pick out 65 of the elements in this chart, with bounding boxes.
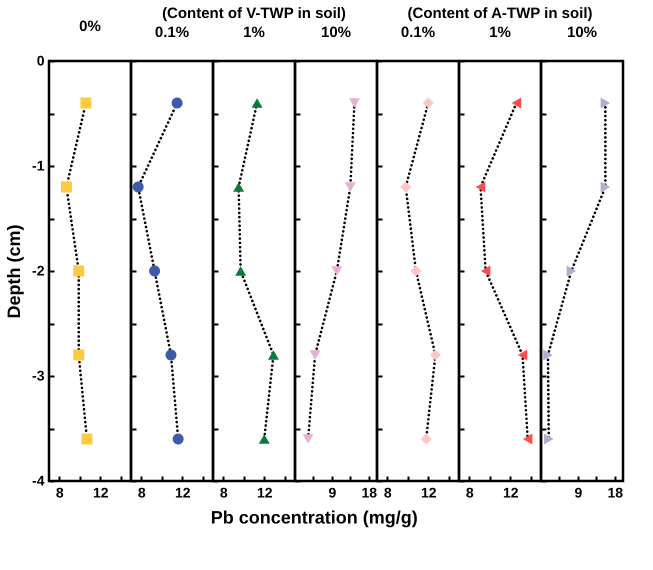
x-tick-label: 8 (138, 484, 146, 500)
x-tick-label: 18 (608, 484, 624, 500)
x-tick-label: 8 (384, 484, 392, 500)
point (310, 350, 321, 360)
x-axis-title: Pb concentration (mg/g) (210, 507, 418, 528)
y-axis-title: Depth (cm) (4, 224, 24, 318)
point (166, 350, 176, 360)
point (422, 98, 434, 108)
point (80, 98, 92, 108)
point (600, 98, 610, 108)
point (73, 350, 84, 360)
point (430, 350, 441, 360)
chart-subtitle: (Content of A-TWP in soil) (408, 5, 592, 22)
x-tick-label: 18 (362, 484, 378, 500)
point (400, 182, 412, 192)
point (344, 182, 356, 192)
point (258, 434, 270, 444)
point (132, 182, 144, 192)
chart-title: 0.1% (154, 24, 190, 41)
chart-title: 10% (320, 24, 352, 41)
point (512, 98, 522, 108)
x-tick-label: 8 (220, 484, 228, 500)
point (410, 266, 422, 276)
x-tick-label: 12 (420, 484, 437, 500)
point (268, 350, 279, 360)
point (235, 266, 246, 276)
x-tick-label: 12 (92, 484, 109, 500)
point (518, 350, 528, 360)
x-tick-label: 12 (174, 484, 191, 500)
point (60, 182, 72, 192)
chart-subtitle: (Content of V-TWP in soil) (162, 5, 346, 22)
x-tick-label: 8 (56, 484, 64, 500)
point (252, 98, 263, 108)
x-tick-label: 12 (502, 484, 519, 500)
point (543, 350, 553, 360)
chart-title: 10% (566, 24, 598, 41)
point (348, 98, 360, 108)
point (172, 434, 184, 444)
point (302, 434, 314, 444)
x-tick-label: 8 (466, 484, 474, 500)
point (81, 434, 92, 444)
y-tick-label: -4 (32, 472, 45, 488)
y-tick-label: -3 (32, 368, 45, 384)
y-tick-label: -1 (32, 158, 45, 174)
point (566, 266, 576, 276)
point (480, 266, 490, 276)
y-tick-label: -2 (32, 262, 45, 278)
chart-title: 0.1% (400, 24, 436, 41)
point (331, 266, 342, 276)
point (476, 182, 486, 192)
y-tick-label: 0 (36, 52, 45, 68)
x-tick-label: 9 (574, 484, 582, 500)
chart-title: 0% (79, 18, 101, 35)
chart-title: 1% (243, 24, 265, 41)
point (522, 434, 532, 444)
chart-title: 1% (489, 24, 511, 41)
point (544, 434, 554, 444)
point (600, 182, 610, 192)
point (73, 266, 84, 276)
point (233, 182, 244, 192)
point (172, 98, 183, 108)
point (149, 266, 160, 276)
x-tick-label: 12 (256, 484, 273, 500)
x-tick-label: 9 (328, 484, 336, 500)
point (420, 434, 432, 444)
